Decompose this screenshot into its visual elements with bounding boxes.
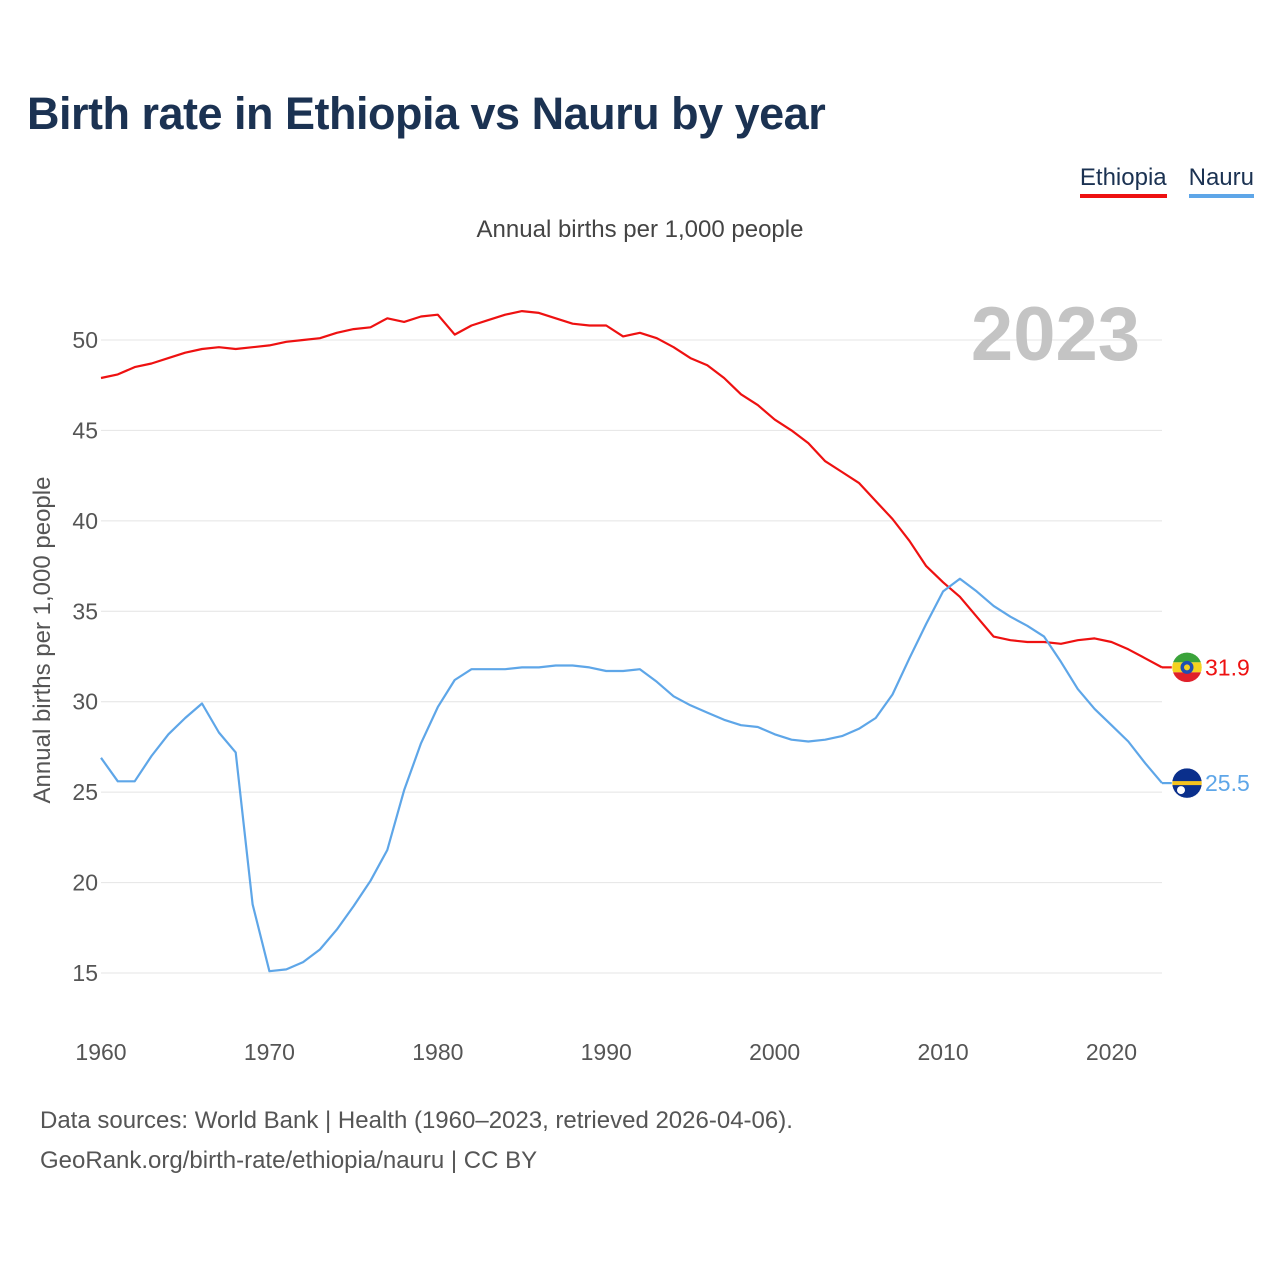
end-markers: 31.9 25.5 xyxy=(1162,652,1250,799)
nauru-flag-icon xyxy=(1171,767,1203,799)
series-lines xyxy=(100,310,1163,973)
legend: Ethiopia Nauru xyxy=(1079,164,1254,198)
y-tick-label: 35 xyxy=(72,598,98,624)
x-tick-label: 2000 xyxy=(749,1039,800,1065)
y-tick-label: 20 xyxy=(72,870,98,896)
x-tick-label: 1960 xyxy=(75,1039,126,1065)
series-line-nauru[interactable] xyxy=(100,577,1163,973)
series-line-ethiopia[interactable] xyxy=(100,310,1163,669)
ethiopia-flag-icon xyxy=(1171,652,1203,683)
year-display: 2023 xyxy=(971,292,1140,377)
x-tick-label: 2020 xyxy=(1086,1039,1137,1065)
axes: 15 20 25 30 35 40 45 50 1960 1970 1980 1990 2000 2010… xyxy=(72,327,1137,1065)
x-tick-label: 1980 xyxy=(412,1039,463,1065)
grid-lines xyxy=(101,339,1162,974)
page-title: Birth rate in Ethiopia vs Nauru by year xyxy=(27,88,826,139)
x-tick-label: 1990 xyxy=(581,1039,632,1065)
end-value-label-nauru: 25.5 xyxy=(1205,770,1250,796)
x-tick-label: 2010 xyxy=(917,1039,968,1065)
legend-item-ethiopia[interactable]: Ethiopia xyxy=(1079,164,1167,198)
chart-subtitle: Annual births per 1,000 people xyxy=(476,216,804,243)
y-tick-label: 30 xyxy=(72,689,98,715)
y-tick-label: 50 xyxy=(72,327,98,353)
legend-item-nauru[interactable]: Nauru xyxy=(1188,164,1254,198)
source-note: Data sources: World Bank | Health (1960–… xyxy=(40,1107,793,1134)
x-tick-label: 1970 xyxy=(244,1039,295,1065)
y-tick-label: 25 xyxy=(72,779,98,805)
end-value-label-ethiopia: 31.9 xyxy=(1205,654,1250,680)
y-tick-label: 45 xyxy=(72,417,98,443)
source-url[interactable]: GeoRank.org/birth-rate/ethiopia/nauru | … xyxy=(40,1147,538,1174)
line-chart: 2023 15 20 25 30 35 40 45 50 1960 1970 1980 1990 200… xyxy=(29,292,1250,1065)
y-axis-label: Annual births per 1,000 people xyxy=(29,477,56,804)
y-tick-label: 15 xyxy=(72,960,98,986)
y-tick-label: 40 xyxy=(72,508,98,534)
